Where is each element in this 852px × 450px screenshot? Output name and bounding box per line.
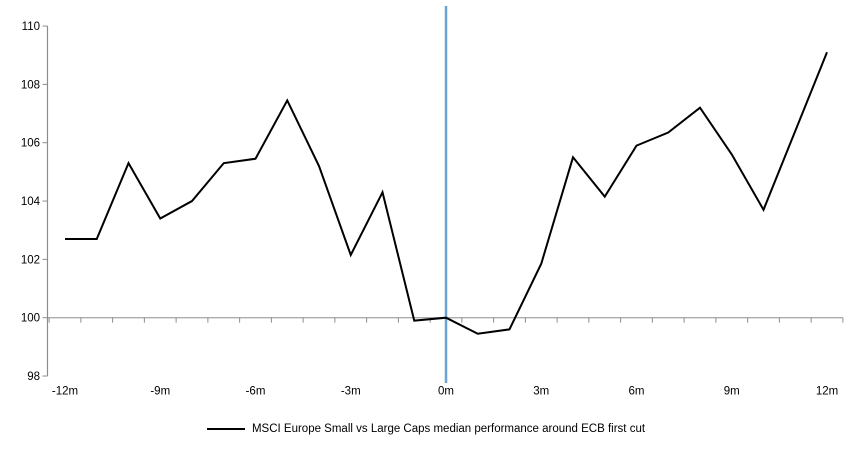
legend: MSCI Europe Small vs Large Caps median p… — [0, 421, 852, 437]
x-tick-label: 0m — [438, 386, 454, 398]
line-chart: 110 108 106 104 102 100 98 -12m -9m -6m -3m 0m 3m 6m 9… — [21, 6, 844, 398]
x-tick-label: 9m — [724, 386, 740, 398]
legend-label: MSCI Europe Small vs Large Caps median p… — [251, 423, 646, 435]
y-tick-label: 102 — [21, 254, 40, 266]
y-tick-label: 106 — [21, 138, 40, 150]
y-tick-label: 108 — [21, 79, 40, 91]
series-line — [65, 51, 828, 335]
y-tick-label: 98 — [27, 371, 40, 383]
x-tick-label: -6m — [246, 386, 266, 398]
x-tick-label: 6m — [629, 386, 645, 398]
x-tick-label: 3m — [533, 386, 549, 398]
y-tick-label: 110 — [22, 21, 40, 33]
legend-line-sample — [206, 428, 245, 430]
x-tick-label: 12m — [816, 386, 838, 398]
y-tick-label: 100 — [21, 313, 40, 325]
x-tick-label: -12m — [52, 386, 78, 398]
x-tick-label: -9m — [150, 386, 170, 398]
y-tick-label: 104 — [21, 196, 41, 208]
x-tick-label: -3m — [341, 386, 361, 398]
